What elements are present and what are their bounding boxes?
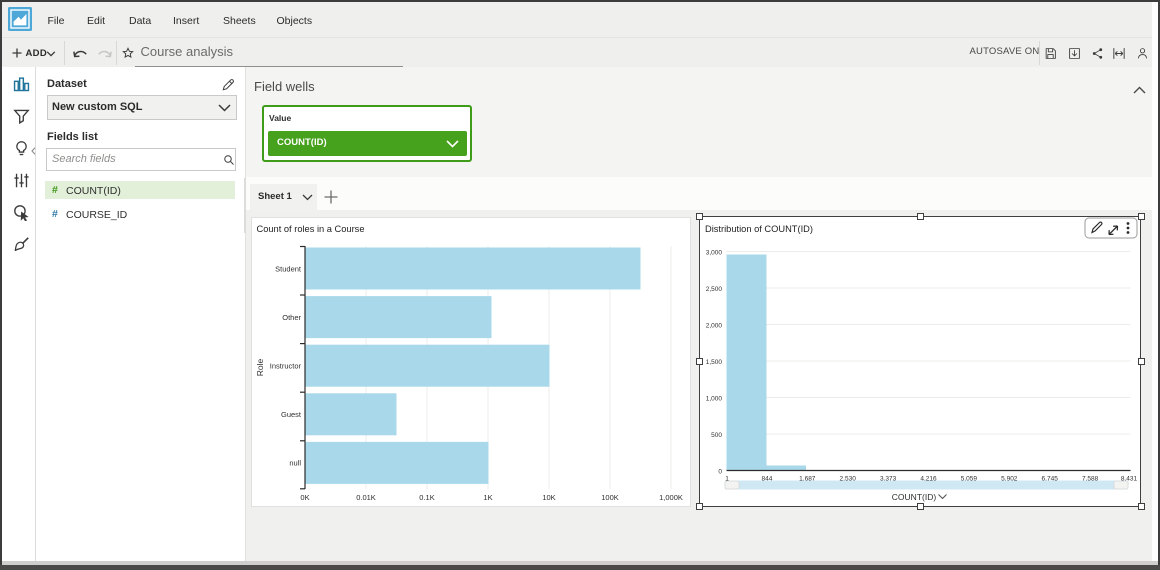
svg-text:3,000: 3,000: [706, 250, 723, 257]
svg-text:500: 500: [711, 432, 722, 439]
svg-text:3,373: 3,373: [880, 476, 897, 483]
svg-text:8,431: 8,431: [1121, 476, 1138, 483]
svg-text:0.01K: 0.01K: [356, 493, 376, 502]
svg-text:Distribution of COUNT(ID): Distribution of COUNT(ID): [705, 224, 813, 234]
svg-text:Role: Role: [255, 358, 265, 376]
svg-text:5,902: 5,902: [1001, 476, 1018, 483]
svg-text:7,588: 7,588: [1082, 476, 1099, 483]
svg-text:10K: 10K: [542, 493, 555, 502]
svg-text:Student: Student: [275, 264, 302, 273]
svg-text:2,530: 2,530: [840, 476, 857, 483]
svg-text:1,000K: 1,000K: [659, 493, 683, 502]
svg-text:1,687: 1,687: [799, 476, 816, 483]
svg-text:1,000: 1,000: [706, 396, 723, 403]
svg-text:4,216: 4,216: [920, 476, 937, 483]
svg-text:100K: 100K: [601, 493, 619, 502]
svg-text:2,000: 2,000: [706, 323, 723, 330]
svg-text:null: null: [289, 459, 301, 468]
svg-text:1,500: 1,500: [706, 359, 723, 366]
svg-text:COUNT(ID): COUNT(ID): [892, 492, 937, 502]
svg-text:Instructor: Instructor: [270, 362, 302, 371]
svg-text:Other: Other: [282, 313, 301, 322]
svg-text:2,500: 2,500: [706, 286, 723, 293]
svg-text:6,745: 6,745: [1042, 476, 1059, 483]
svg-text:1K: 1K: [483, 493, 492, 502]
svg-text:Guest: Guest: [281, 410, 302, 419]
svg-text:0K: 0K: [300, 493, 309, 502]
svg-text:5,059: 5,059: [961, 476, 978, 483]
svg-text:1: 1: [725, 476, 729, 483]
svg-text:0.1K: 0.1K: [419, 493, 434, 502]
svg-text:844: 844: [761, 476, 772, 483]
svg-text:Count of roles in a Course: Count of roles in a Course: [257, 224, 365, 234]
svg-text:0: 0: [718, 469, 722, 476]
